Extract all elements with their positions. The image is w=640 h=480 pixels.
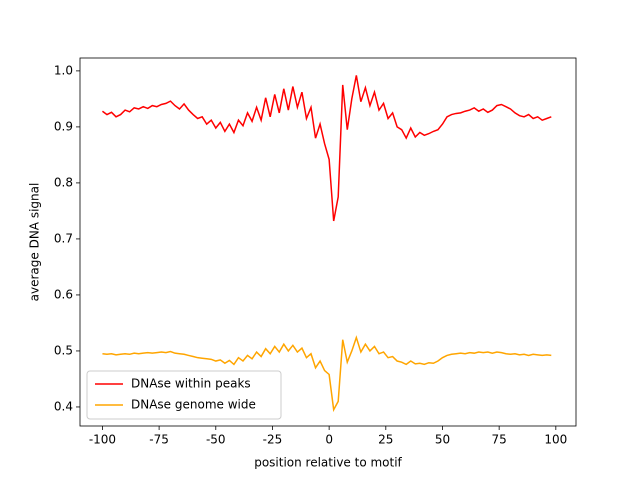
line-series (101, 75, 552, 222)
legend-label: DNAse within peaks (131, 377, 251, 391)
y-tick-label: 1.0 (54, 63, 73, 77)
x-tick-label: -50 (206, 433, 226, 447)
y-tick-label: 0.8 (54, 175, 73, 189)
y-axis-label: average DNA signal (28, 183, 42, 302)
x-tick-label: 50 (435, 433, 450, 447)
legend-box (86, 370, 282, 420)
x-tick-label: 0 (325, 433, 333, 447)
y-tick-label: 0.5 (54, 343, 73, 357)
plot-frame (79, 57, 577, 427)
y-tick-label: 0.6 (54, 287, 73, 301)
x-tick-label: 75 (492, 433, 507, 447)
legend-label: DNAse genome wide (131, 398, 256, 412)
y-tick-label: 0.4 (54, 399, 73, 413)
x-tick-label: 100 (544, 433, 567, 447)
y-tick-label: 0.7 (54, 231, 73, 245)
line-series (102, 335, 552, 413)
x-tick-label: 25 (378, 433, 393, 447)
x-axis-label: position relative to motif (254, 456, 402, 470)
y-tick-label: 0.9 (54, 119, 73, 133)
x-tick-label: -25 (263, 433, 283, 447)
x-tick-label: -75 (149, 433, 169, 447)
x-tick-label: -100 (89, 433, 116, 447)
